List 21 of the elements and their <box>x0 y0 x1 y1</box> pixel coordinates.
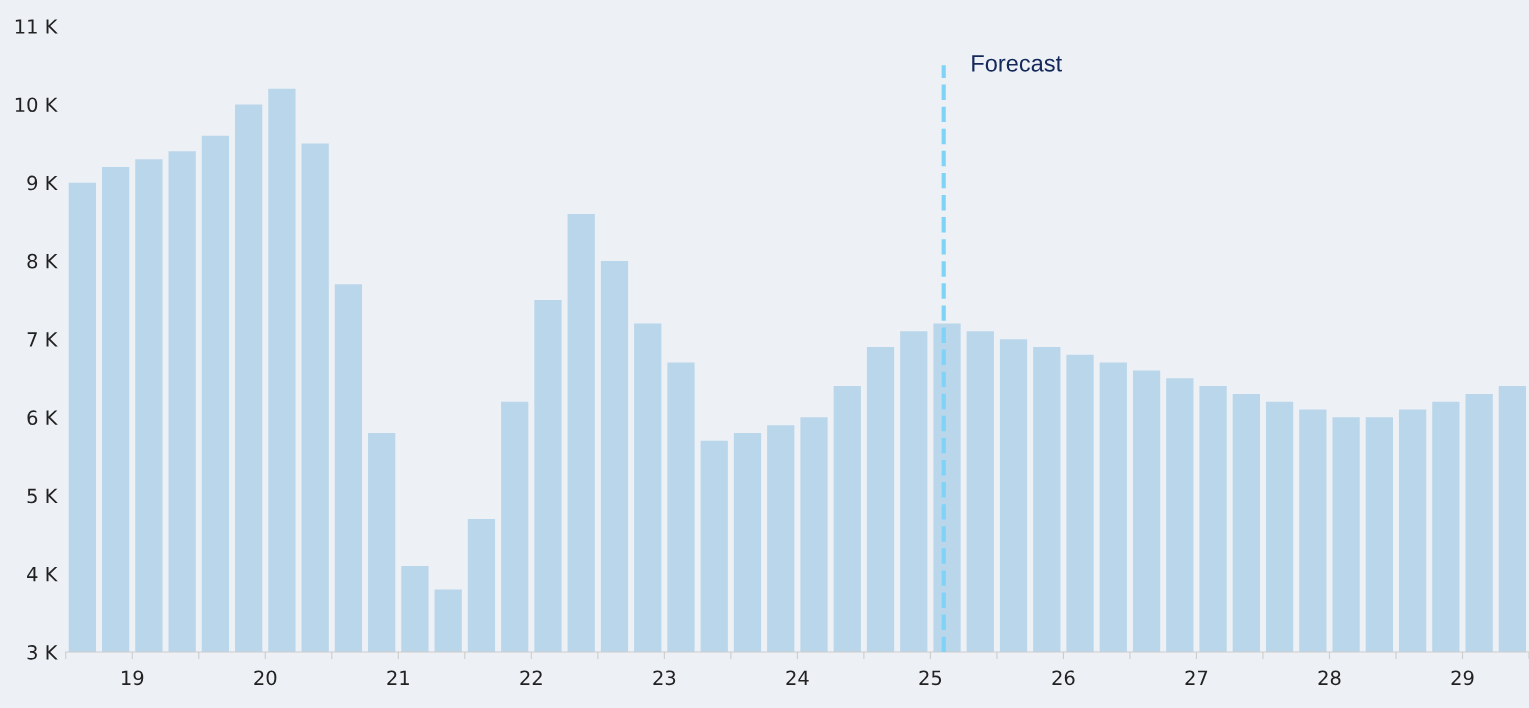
y-tick-label: 10 K <box>15 97 58 113</box>
x-tick-label: 22 <box>520 670 542 685</box>
y-tick-label: 4 K <box>27 567 58 582</box>
y-tick-label: 11 K <box>15 19 58 34</box>
y-tick-label: 8 K <box>27 253 58 269</box>
x-tick-label: 28 <box>1318 670 1341 686</box>
x-tick-label: 29 <box>1451 670 1474 686</box>
x-tick-label: 20 <box>254 670 277 686</box>
ref-line-label: Forecast <box>972 55 1062 72</box>
x-tick-label: 27 <box>1185 670 1208 685</box>
x-tick-label: 21 <box>387 670 409 685</box>
y-tick-label: 3 K <box>27 645 58 660</box>
x-tick-label: 24 <box>786 670 809 685</box>
x-tick-label: 26 <box>1052 670 1075 686</box>
y-tick-label: 6 K <box>27 410 58 426</box>
y-tick-label: 9 K <box>27 175 58 191</box>
x-tick-label: 25 <box>919 670 942 686</box>
x-tick-label: 23 <box>653 670 676 686</box>
y-tick-label: 7 K <box>27 332 58 347</box>
x-tick-label: 19 <box>122 670 144 686</box>
y-tick-label: 5 K <box>27 488 58 504</box>
